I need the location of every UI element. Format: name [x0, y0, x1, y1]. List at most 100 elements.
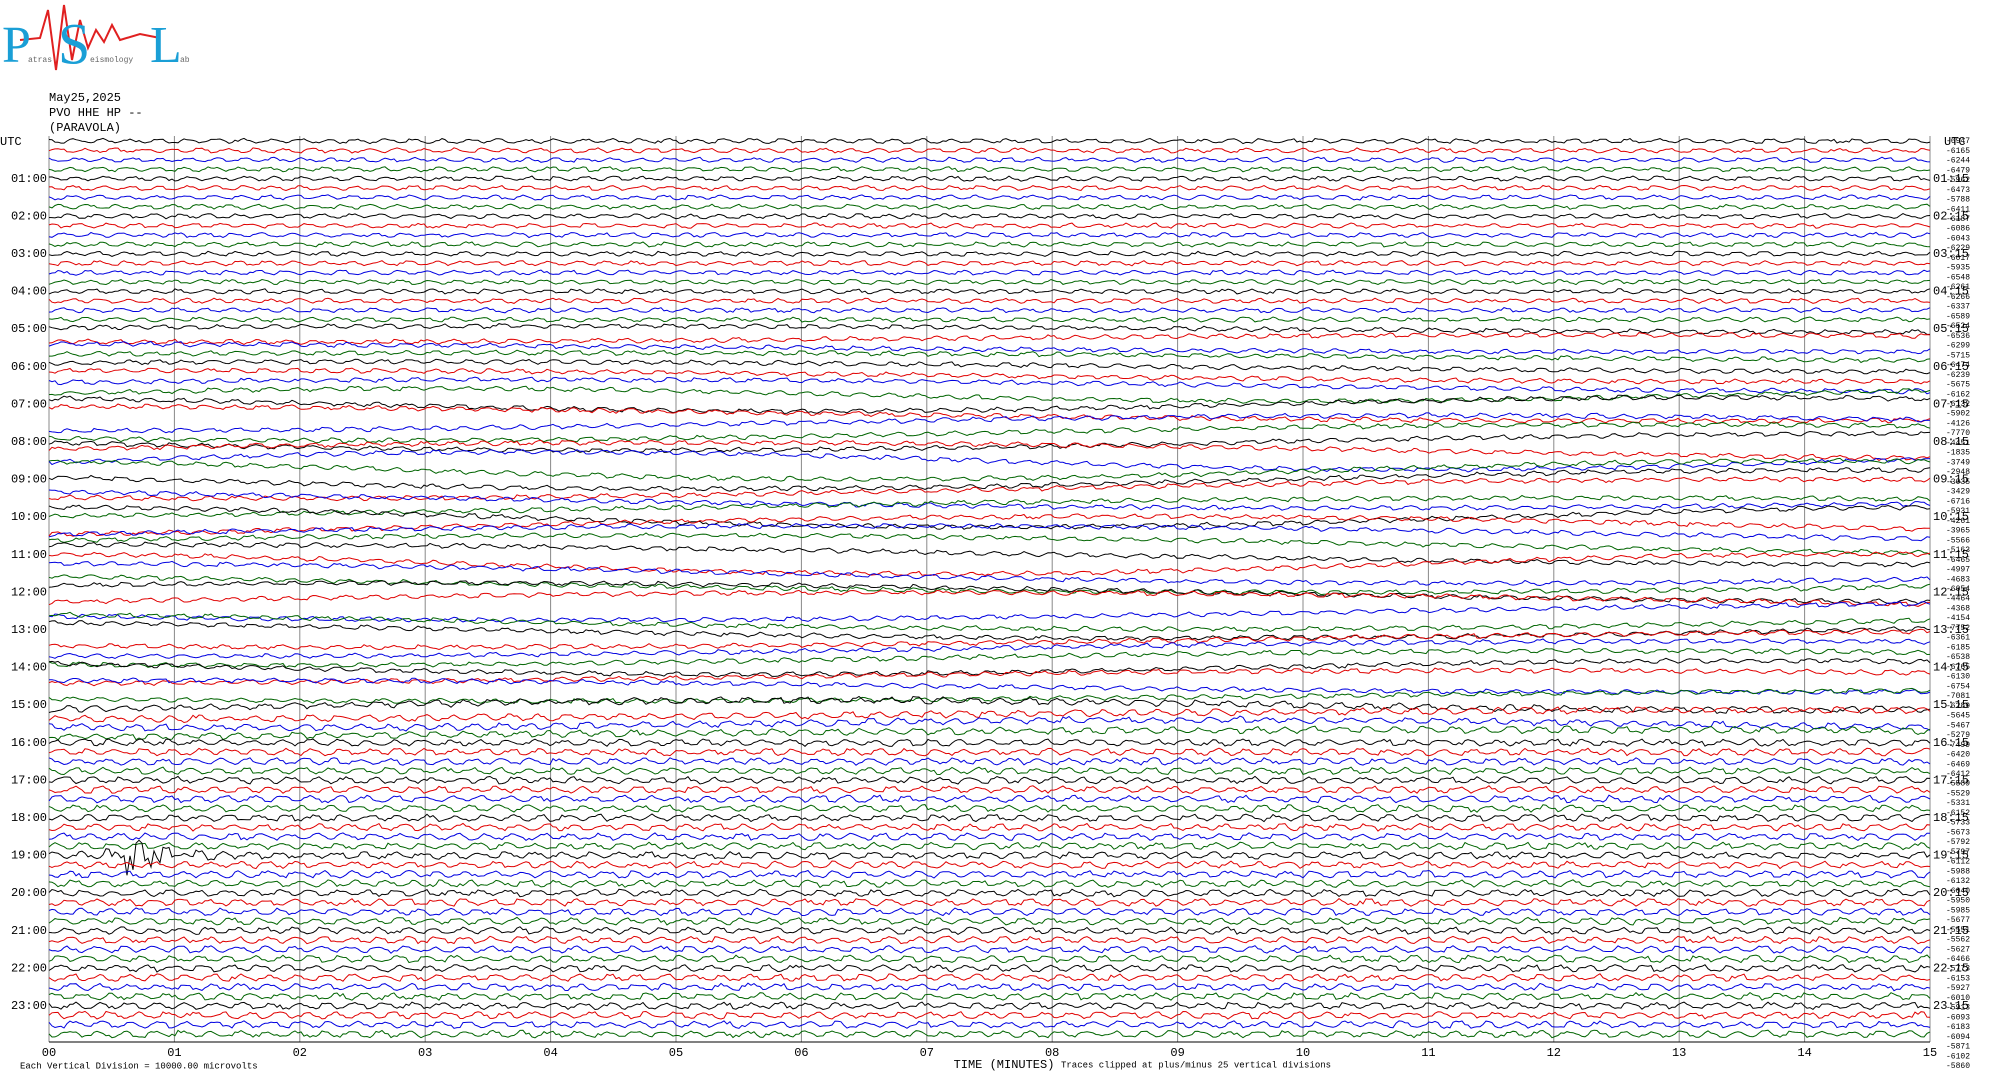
trace [48, 695, 1931, 715]
offset-label: -5871 [1946, 1043, 1970, 1052]
trace [48, 785, 1931, 794]
offset-label: -5673 [1946, 828, 1970, 837]
trace [48, 935, 1931, 945]
hour-label: 09:15 [1933, 473, 1969, 487]
trace [48, 551, 1931, 577]
offset-label: -5927 [1946, 984, 1970, 993]
trace [48, 601, 1931, 623]
hour-label: 21:15 [1933, 924, 1969, 938]
trace [48, 804, 1931, 813]
trace [48, 628, 1931, 651]
trace [48, 982, 1931, 992]
offset-label: -4126 [1946, 419, 1970, 428]
offset-label: -6054 [1946, 585, 1970, 594]
trace [48, 194, 1931, 201]
x-tick-label: 08 [1045, 1046, 1059, 1060]
hour-label: 18:00 [11, 811, 47, 825]
offset-label: -6239 [1946, 371, 1970, 380]
trace [48, 278, 1931, 286]
offset-label: -6132 [1946, 877, 1970, 886]
offset-label: -4154 [1946, 614, 1970, 623]
offset-label: -5715 [1946, 351, 1970, 360]
hour-label: 11:00 [11, 548, 47, 562]
hour-label: 10:15 [1933, 510, 1969, 524]
trace [48, 620, 1931, 642]
trace [48, 766, 1931, 776]
x-tick-label: 00 [42, 1046, 56, 1060]
trace [48, 513, 1930, 537]
offset-label: -5279 [1946, 731, 1970, 740]
trace [48, 775, 1931, 785]
offset-label: -7770 [1946, 429, 1970, 438]
hour-label: 11:15 [1933, 548, 1969, 562]
utc-left: UTC [0, 135, 22, 149]
offset-label: -5860 [1946, 1062, 1970, 1071]
trace [48, 260, 1931, 267]
offset-label: -3965 [1946, 527, 1970, 536]
trace [48, 916, 1931, 926]
trace [48, 430, 1931, 453]
x-tick-label: 01 [167, 1046, 181, 1060]
hour-label: 20:15 [1933, 886, 1969, 900]
trace [48, 926, 1931, 936]
offset-label: -5950 [1946, 897, 1970, 906]
hour-label: 13:15 [1933, 623, 1969, 637]
trace [48, 489, 1931, 511]
x-tick-label: 02 [293, 1046, 307, 1060]
offset-label: -6589 [1946, 312, 1970, 321]
trace [48, 794, 1931, 804]
trace [48, 560, 1931, 587]
trace [48, 1020, 1931, 1029]
offset-label: -6229 [1946, 244, 1970, 253]
offset-label: -4261 [1946, 517, 1970, 526]
x-tick-label: 04 [543, 1046, 557, 1060]
offset-label: -6299 [1946, 342, 1970, 351]
offset-label: -5529 [1946, 789, 1970, 798]
offset-label: -6130 [1946, 673, 1970, 682]
offset-label: -6185 [1946, 643, 1970, 652]
trace [48, 137, 1931, 145]
station: PVO HHE HP -- [49, 106, 143, 120]
trace [48, 203, 1931, 210]
trace [48, 532, 1931, 556]
trace [48, 421, 1931, 444]
trace [49, 349, 1931, 364]
trace [48, 316, 1931, 323]
hour-label: 17:00 [11, 773, 47, 787]
trace [48, 954, 1931, 964]
trace [48, 1029, 1931, 1039]
x-tick-label: 12 [1547, 1046, 1561, 1060]
trace [48, 738, 1931, 747]
hour-label: 04:00 [11, 285, 47, 299]
hour-label: 17:15 [1933, 773, 1969, 787]
trace [48, 307, 1931, 314]
trace [48, 638, 1931, 660]
offset-label: -6524 [1946, 322, 1970, 331]
offset-label: -6536 [1946, 332, 1970, 341]
trace [48, 222, 1931, 229]
logo-letter: P [2, 17, 31, 74]
x-tick-label: 14 [1797, 1046, 1811, 1060]
x-tick-label: 05 [669, 1046, 683, 1060]
offset-label: -6548 [1946, 273, 1970, 282]
offset-label: -6165 [1946, 147, 1970, 156]
offset-label: -6040 [1946, 887, 1970, 896]
offset-label: -5677 [1946, 916, 1970, 925]
offset-label: -7499 [1946, 741, 1970, 750]
offset-label: -6043 [1946, 234, 1970, 243]
hour-label: 05:00 [11, 322, 47, 336]
offset-label: -7081 [1946, 692, 1970, 701]
hour-label: 23:00 [11, 999, 47, 1013]
offset-label: -6474 [1946, 361, 1970, 370]
trace [48, 504, 1931, 530]
trace [48, 879, 1931, 889]
x-tick-label: 07 [920, 1046, 934, 1060]
hour-label: 15:15 [1933, 698, 1969, 712]
trace [48, 841, 1931, 851]
offset-label: -5913 [1946, 1004, 1970, 1013]
trace [48, 156, 1931, 163]
trace [48, 715, 1931, 732]
offset-label: -5331 [1946, 799, 1970, 808]
trace [48, 907, 1931, 917]
